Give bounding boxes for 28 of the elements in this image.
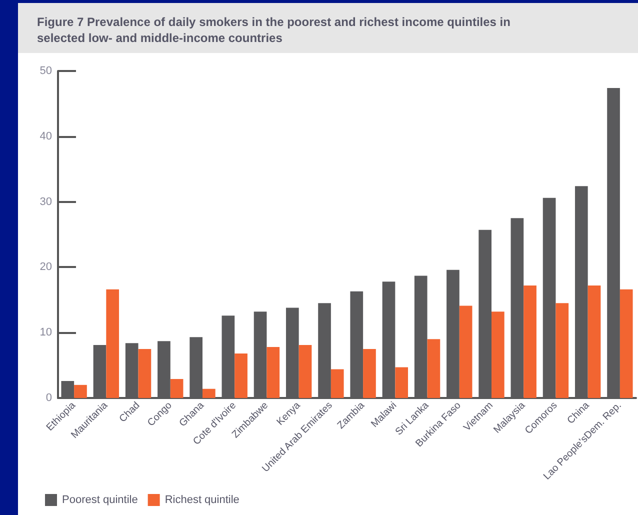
bar xyxy=(556,303,569,398)
bar xyxy=(330,369,344,398)
bar xyxy=(266,346,280,398)
bar xyxy=(427,339,440,398)
bar xyxy=(620,289,633,398)
y-tick-label: 30 xyxy=(40,196,52,208)
chart-title: Figure 7 Prevalence of daily smokers in the poorest and richest income quintiles in selected low- and middle-income countries xyxy=(37,15,514,45)
bar xyxy=(74,384,87,398)
bar xyxy=(395,367,408,398)
bar xyxy=(202,388,216,398)
bar xyxy=(170,379,184,398)
bar xyxy=(492,312,504,398)
legend-label: Poorest quintile xyxy=(62,494,138,506)
bar xyxy=(61,380,74,398)
y-tick-label: 50 xyxy=(40,65,52,77)
y-tick-label: 10 xyxy=(40,326,52,339)
bar xyxy=(588,286,601,398)
y-tick-label: 40 xyxy=(40,130,52,142)
bar xyxy=(106,289,120,398)
y-tick-label: 0 xyxy=(46,392,52,404)
legend-label: Richest quintile xyxy=(164,494,240,506)
bar xyxy=(298,345,312,398)
y-tick-label: 20 xyxy=(40,261,52,274)
bar xyxy=(234,354,248,398)
bar xyxy=(138,348,152,398)
bar xyxy=(524,286,536,398)
bar xyxy=(363,348,376,398)
bar xyxy=(459,306,472,398)
